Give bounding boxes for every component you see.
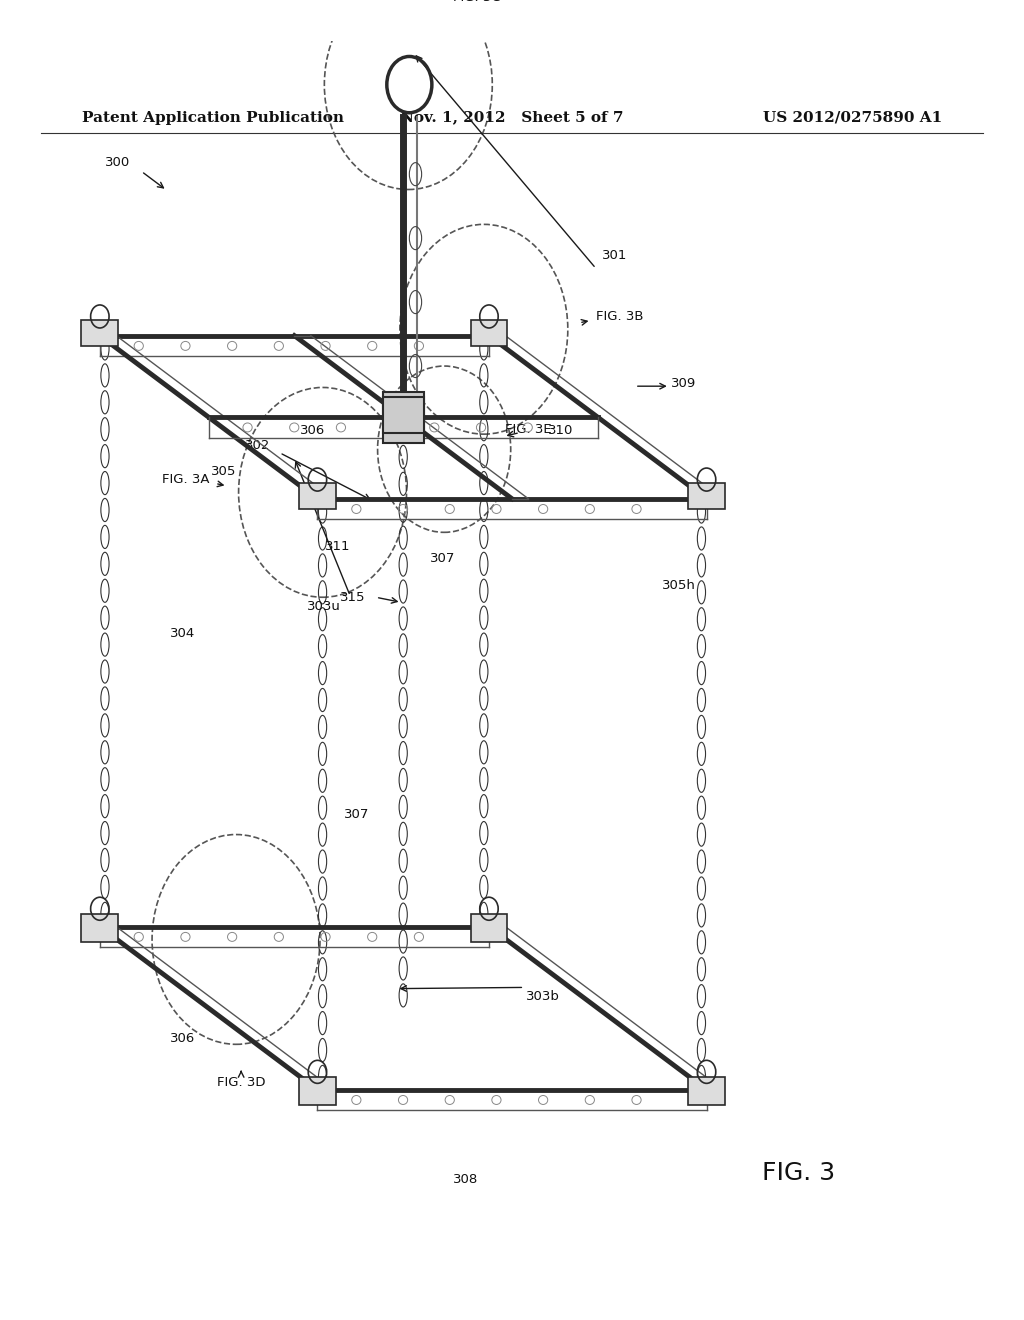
Bar xyxy=(299,1077,336,1105)
Text: US 2012/0275890 A1: US 2012/0275890 A1 xyxy=(763,111,942,124)
Bar xyxy=(688,1077,725,1105)
Text: FIG. 3C: FIG. 3C xyxy=(453,0,501,4)
Text: 309: 309 xyxy=(672,378,696,391)
Text: 305: 305 xyxy=(211,466,236,478)
Text: FIG. 3D: FIG. 3D xyxy=(217,1076,265,1089)
Text: 303b: 303b xyxy=(525,990,560,1003)
Text: 308: 308 xyxy=(454,1172,478,1185)
Text: Patent Application Publication: Patent Application Publication xyxy=(82,111,344,124)
Bar xyxy=(688,483,725,510)
Text: FIG. 3A: FIG. 3A xyxy=(163,473,210,486)
Bar xyxy=(470,321,507,346)
Bar xyxy=(82,321,118,346)
Bar xyxy=(383,392,424,442)
Text: 307: 307 xyxy=(430,552,455,565)
Text: 304: 304 xyxy=(170,627,195,640)
Bar xyxy=(470,913,507,942)
Bar xyxy=(383,397,424,433)
Text: 300: 300 xyxy=(105,156,130,169)
Text: 302: 302 xyxy=(246,438,270,451)
Text: FIG. 3: FIG. 3 xyxy=(762,1160,836,1185)
Text: 315: 315 xyxy=(340,591,365,603)
Text: 301: 301 xyxy=(602,249,627,263)
Text: FIG. 3B: FIG. 3B xyxy=(596,310,644,323)
Text: 310: 310 xyxy=(549,425,573,437)
Text: Nov. 1, 2012   Sheet 5 of 7: Nov. 1, 2012 Sheet 5 of 7 xyxy=(400,111,624,124)
Text: 306: 306 xyxy=(300,425,325,437)
Text: 305h: 305h xyxy=(662,579,696,593)
Text: 303u: 303u xyxy=(306,599,341,612)
Text: 311: 311 xyxy=(326,540,350,553)
Bar xyxy=(299,483,336,510)
Text: 307: 307 xyxy=(344,808,369,821)
Text: FIG. 3E: FIG. 3E xyxy=(505,424,552,437)
Text: 306: 306 xyxy=(170,1032,195,1045)
Bar xyxy=(82,913,118,942)
